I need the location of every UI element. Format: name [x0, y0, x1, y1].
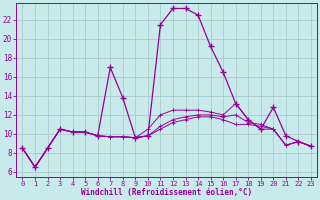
- X-axis label: Windchill (Refroidissement éolien,°C): Windchill (Refroidissement éolien,°C): [81, 188, 252, 197]
